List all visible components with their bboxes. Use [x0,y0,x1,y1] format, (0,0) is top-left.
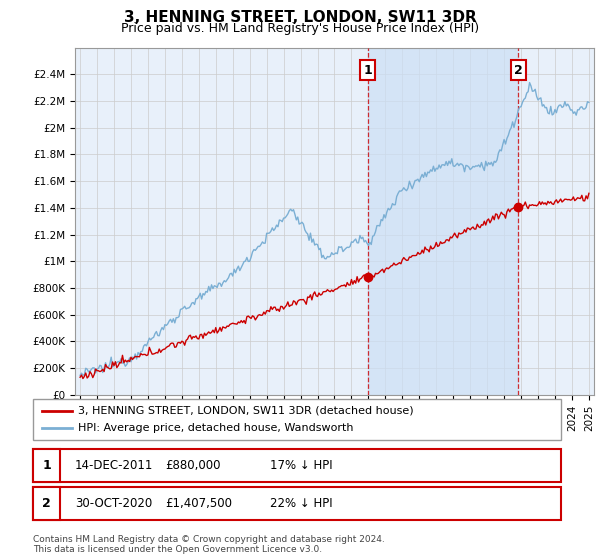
Text: 17% ↓ HPI: 17% ↓ HPI [270,459,332,472]
Text: Contains HM Land Registry data © Crown copyright and database right 2024.
This d: Contains HM Land Registry data © Crown c… [33,535,385,554]
Text: 1: 1 [42,459,51,472]
Text: 30-OCT-2020: 30-OCT-2020 [75,497,152,510]
Text: 22% ↓ HPI: 22% ↓ HPI [270,497,332,510]
Text: 3, HENNING STREET, LONDON, SW11 3DR: 3, HENNING STREET, LONDON, SW11 3DR [124,10,476,25]
Text: 14-DEC-2011: 14-DEC-2011 [75,459,154,472]
Text: 2: 2 [514,64,523,77]
Text: 3, HENNING STREET, LONDON, SW11 3DR (detached house): 3, HENNING STREET, LONDON, SW11 3DR (det… [78,405,413,416]
Text: £1,407,500: £1,407,500 [165,497,232,510]
Text: Price paid vs. HM Land Registry's House Price Index (HPI): Price paid vs. HM Land Registry's House … [121,22,479,35]
Text: HPI: Average price, detached house, Wandsworth: HPI: Average price, detached house, Wand… [78,423,353,433]
Text: 2: 2 [42,497,51,510]
Bar [368,48,518,395]
Text: 1: 1 [364,64,372,77]
Text: £880,000: £880,000 [165,459,221,472]
